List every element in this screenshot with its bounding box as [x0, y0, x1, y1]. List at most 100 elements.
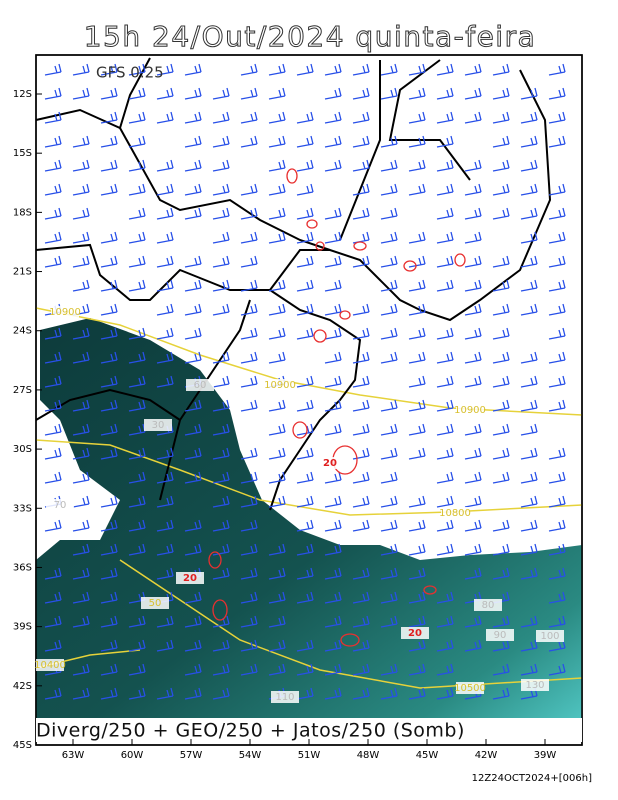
wind-barb: [324, 207, 342, 220]
wind-barb: [212, 135, 230, 148]
contour-label-bg: [536, 630, 564, 642]
wind-barb: [380, 87, 398, 100]
wind-barb: [464, 543, 482, 556]
wind-barb: [380, 207, 398, 220]
wind-barb: [268, 303, 286, 316]
wind-barb: [72, 567, 90, 580]
wind-barb: [520, 279, 538, 292]
wind-barb: [492, 663, 510, 676]
wind-barb: [548, 351, 566, 364]
wind-barb: [268, 495, 286, 508]
wind-barb: [464, 207, 482, 220]
wind-barb: [520, 255, 538, 268]
wind-barb: [296, 375, 314, 388]
wind-barb: [408, 687, 426, 700]
wind-barb: [548, 615, 566, 628]
wind-barb: [464, 87, 482, 100]
wind-barb: [352, 87, 370, 100]
wind-barb: [436, 615, 454, 628]
wind-barb: [408, 87, 426, 100]
wind-barb: [352, 255, 370, 268]
wind-barb: [380, 135, 398, 148]
wind-barb: [548, 399, 566, 412]
wind-barb: [100, 351, 118, 364]
wind-barb: [44, 207, 62, 220]
wind-barb: [212, 567, 230, 580]
wind-barb: [520, 615, 538, 628]
wind-barb: [128, 495, 146, 508]
wind-barb: [184, 447, 202, 460]
wind-barb: [324, 63, 342, 76]
wind-barb: [128, 543, 146, 556]
wind-barb: [436, 495, 454, 508]
wind-barb: [492, 471, 510, 484]
contour-label: 10400: [34, 660, 66, 671]
wind-barb: [268, 159, 286, 172]
wind-barb: [520, 639, 538, 652]
wind-barb: [240, 351, 258, 364]
wind-barb: [296, 111, 314, 124]
contour-label-bg: [36, 659, 64, 671]
wind-barb: [100, 303, 118, 316]
wind-barb: [548, 63, 566, 76]
wind-barb: [492, 687, 510, 700]
wind-barb: [464, 423, 482, 436]
wind-barb: [548, 375, 566, 388]
wind-barb: [240, 63, 258, 76]
wind-barb: [72, 207, 90, 220]
wind-barb: [72, 231, 90, 244]
wind-barb: [156, 567, 174, 580]
wind-barb: [212, 159, 230, 172]
wind-barb: [156, 351, 174, 364]
wind-barb: [436, 135, 454, 148]
wind-barb: [408, 543, 426, 556]
wind-barb: [520, 111, 538, 124]
wind-barb: [156, 183, 174, 196]
lon-label: 60W: [121, 750, 144, 761]
wind-barb: [436, 255, 454, 268]
wind-barb: [268, 615, 286, 628]
lat-label: 27S: [13, 385, 32, 396]
wind-barb: [72, 351, 90, 364]
wind-barb: [380, 327, 398, 340]
wind-barb: [72, 327, 90, 340]
wind-barb: [212, 183, 230, 196]
wind-barb: [436, 639, 454, 652]
lat-label: 39S: [13, 622, 32, 633]
wind-barb: [548, 303, 566, 316]
wind-barb: [548, 543, 566, 556]
wind-barb: [492, 135, 510, 148]
wind-barb: [100, 687, 118, 700]
wind-barb: [44, 519, 62, 532]
wind-barb: [436, 207, 454, 220]
wind-barb: [464, 375, 482, 388]
geo-contour: [119, 559, 583, 689]
lon-label: 39W: [534, 750, 557, 761]
wind-barb: [520, 495, 538, 508]
wind-barb: [44, 159, 62, 172]
wind-barb: [100, 423, 118, 436]
wind-barb: [212, 471, 230, 484]
wind-barb: [268, 135, 286, 148]
wind-barb: [128, 471, 146, 484]
wind-barb: [352, 183, 370, 196]
wind-barb: [324, 399, 342, 412]
wind-barb: [212, 87, 230, 100]
wind-barb: [128, 327, 146, 340]
lon-label: 57W: [180, 750, 203, 761]
wind-barb: [240, 303, 258, 316]
wind-barb: [380, 423, 398, 436]
wind-barb: [408, 495, 426, 508]
lat-label: 15S: [13, 148, 32, 159]
wind-barb: [520, 423, 538, 436]
wind-barb: [548, 663, 566, 676]
wind-barb: [548, 183, 566, 196]
wind-barb: [324, 159, 342, 172]
wind-barb: [212, 639, 230, 652]
wind-barb: [72, 687, 90, 700]
contour-label-bg: [474, 599, 502, 611]
wind-barb: [436, 399, 454, 412]
wind-barb: [268, 279, 286, 292]
wind-barb: [408, 663, 426, 676]
contour-label-bg: [46, 499, 74, 511]
